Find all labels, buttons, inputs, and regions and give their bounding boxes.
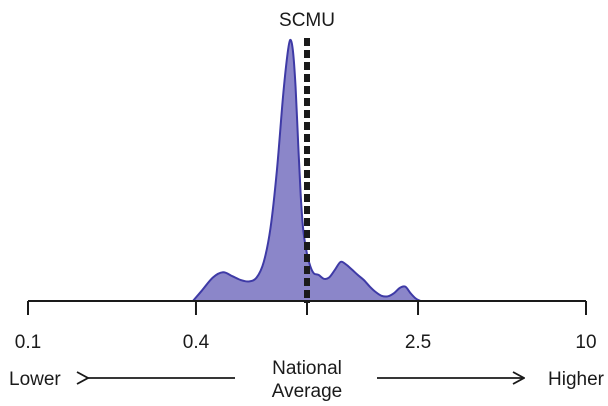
x-tick-label: 10 [575, 332, 596, 353]
lower-label: Lower [9, 369, 61, 390]
national-label: National [272, 358, 342, 379]
density-area [190, 38, 421, 302]
x-tick-label: 0.4 [183, 332, 210, 353]
higher-label: Higher [548, 369, 605, 390]
x-axis-ticks: 0.1 0.4 2.5 10 [15, 301, 597, 353]
x-tick-label: 2.5 [405, 332, 431, 353]
chart-title: SCMU [279, 10, 335, 31]
average-label: Average [272, 381, 342, 402]
x-tick-label: 0.1 [15, 332, 41, 353]
